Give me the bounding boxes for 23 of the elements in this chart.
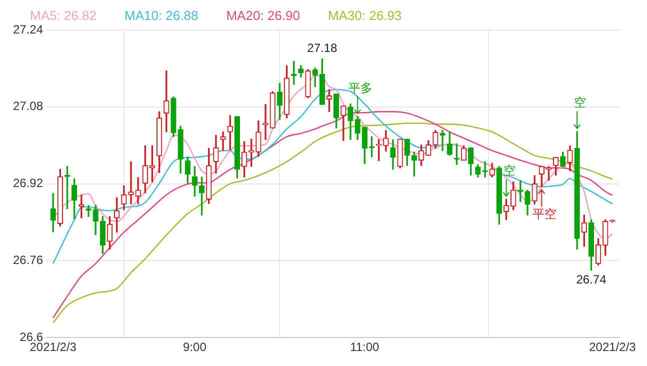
candlestick [135,177,141,204]
x-tick-label: 11:00 [350,340,380,354]
y-tick-label: 26.92 [13,176,44,190]
annotation: 平空 [532,206,557,221]
text: MA10: 26.88 [124,8,198,23]
y-tick-label: 27.24 [13,22,44,36]
annotation: 27.18 [307,41,338,56]
x-tick-label: 9:00 [183,340,207,354]
annotation: 平多 [348,80,373,95]
text: MA20: 26.90 [226,8,300,23]
annotation: 26.74 [576,272,607,287]
y-tick-label: 26.76 [13,253,44,268]
candlestick [86,205,92,217]
x-tick-label: 2021/2/3 [589,340,636,354]
candlestick [262,104,268,140]
y-tick-label: 27.08 [13,99,44,114]
annotation: 空 [503,163,516,178]
candlestick [78,194,84,218]
candlestick [220,132,226,151]
annotation: 空 [574,96,586,110]
candlestick [128,161,134,204]
text: MA30: 26.93 [328,8,402,23]
text: MA5: 26.82 [30,8,96,23]
